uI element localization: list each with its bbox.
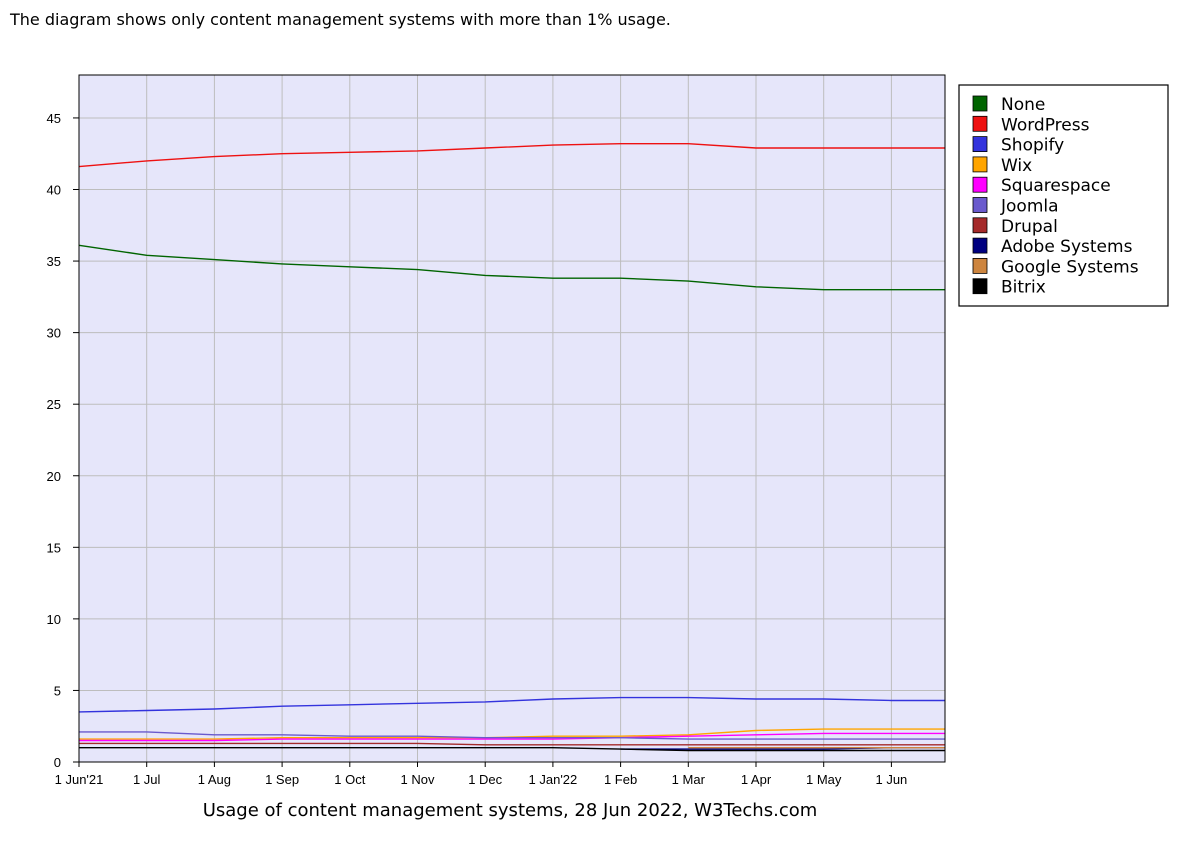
legend-label: Squarespace	[1001, 176, 1111, 196]
legend-label: Google Systems	[1001, 257, 1139, 277]
legend-label: Adobe Systems	[1001, 237, 1133, 257]
legend-swatch	[972, 95, 988, 112]
x-tick-label: 1 Jan'22	[529, 772, 578, 787]
legend: NoneWordPressShopifyWixSquarespaceJoomla…	[958, 84, 1169, 307]
y-tick-labels: 0 5 10 15 20 25 30 35 40 45	[47, 111, 61, 770]
x-tick-label: 1 Nov	[401, 772, 435, 787]
legend-swatch	[972, 136, 988, 153]
plot-border	[78, 74, 946, 763]
series-line-bitrix	[79, 747, 945, 752]
series-line-wordpress	[78, 142, 945, 168]
legend-swatch	[972, 176, 988, 193]
series-line-squarespace	[79, 732, 945, 742]
x-tick-label: 1 Aug	[198, 772, 231, 787]
y-tick-label: 25	[47, 397, 61, 412]
chart-note: The diagram shows only content managemen…	[10, 10, 671, 29]
x-tick-label: 1 Jun	[875, 772, 907, 787]
x-tick-labels: 1 Jun'21 1 Jul 1 Aug 1 Sep 1 Oct 1 Nov 1 Dec 1 …	[55, 772, 908, 787]
legend-label: Wix	[1001, 156, 1032, 176]
y-tick-label: 40	[47, 183, 61, 198]
y-tick-label: 15	[47, 540, 61, 555]
y-tick-label: 0	[54, 755, 61, 770]
legend-label: Drupal	[1001, 217, 1058, 237]
gridlines	[79, 75, 945, 762]
y-tick-label: 45	[47, 111, 61, 126]
legend-label: Bitrix	[1001, 278, 1046, 298]
legend-swatch	[972, 257, 988, 274]
y-tick-label: 20	[47, 469, 61, 484]
x-tick-label: 1 May	[806, 772, 842, 787]
legend-swatch	[972, 197, 988, 213]
series-lines	[78, 142, 945, 752]
series-line-shopify	[78, 696, 945, 713]
series-line-wix	[79, 728, 945, 740]
legend-label: Shopify	[1001, 136, 1064, 156]
legend-label: WordPress	[1001, 115, 1090, 135]
legend-swatch	[972, 156, 988, 173]
x-tick-label: 1 Mar	[672, 772, 706, 787]
plot-area	[79, 75, 945, 762]
x-tick-label: 1 Feb	[604, 772, 637, 787]
x-tick-label: 1 Sep	[265, 772, 299, 787]
legend-swatch	[972, 237, 988, 254]
legend-box	[958, 84, 1169, 307]
x-tick-label: 1 Jun'21	[55, 772, 104, 787]
legend-swatch	[972, 115, 988, 132]
x-tick-label: 1 Dec	[468, 772, 502, 787]
chart-title: Usage of content management systems, 28 …	[203, 800, 818, 821]
series-line-joomla	[79, 731, 945, 740]
legend-swatch	[972, 278, 988, 295]
legend-label: Joomla	[1000, 197, 1059, 217]
y-tick-label: 10	[47, 612, 61, 627]
series-line-drupal	[79, 742, 945, 746]
x-tick-label: 1 Jul	[133, 772, 161, 787]
legend-label: None	[1001, 95, 1045, 115]
y-tick-label: 35	[47, 254, 61, 269]
x-tick-label: 1 Apr	[741, 772, 772, 787]
y-tick-label: 30	[47, 326, 61, 341]
y-tick-label: 5	[54, 683, 61, 698]
legend-swatch	[972, 217, 988, 234]
series-line-none	[78, 244, 945, 291]
x-tick-label: 1 Oct	[334, 772, 365, 787]
axes	[73, 74, 946, 767]
